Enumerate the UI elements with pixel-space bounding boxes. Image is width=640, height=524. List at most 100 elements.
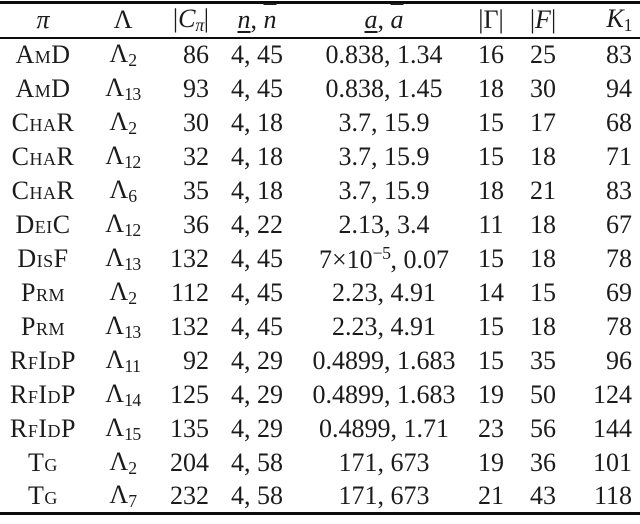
cell-a: 0.4899, 1.71: [319, 413, 449, 443]
cell-lambda: Λ2: [109, 39, 137, 70]
table-row: AmD Λ13 93 4, 45 0.838, 1.45 18 30 94: [0, 72, 640, 106]
bar-glyph: |: [550, 5, 557, 35]
cell-k1: 144: [593, 413, 632, 443]
cell-k1: 78: [606, 243, 632, 273]
separator: ,: [377, 5, 391, 35]
cell-a: 0.838, 1.34: [325, 40, 443, 69]
cell-n: 4, 45: [231, 243, 283, 273]
cell-lambda: Λ13: [105, 72, 141, 104]
cell-lambda: Λ2: [109, 446, 137, 478]
column-header-gamma: |Γ|: [466, 3, 516, 38]
cell-a: 2.13, 3.4: [338, 209, 430, 239]
cell-gamma: 18: [478, 73, 504, 103]
a-upper-symbol: a: [390, 5, 404, 35]
cell-f: 18: [530, 311, 556, 341]
cell-n: 4, 29: [231, 413, 283, 443]
cell-pi: Tg: [28, 447, 58, 477]
cell-a: 3.7, 15.9: [338, 175, 430, 205]
table-row: DisF Λ13 132 4, 45 7×10−5, 0.07 15 18 78: [0, 242, 640, 276]
cell-f: 18: [530, 243, 556, 273]
column-header-k1: K1: [570, 3, 640, 38]
cell-pi: Prm: [21, 277, 65, 307]
table-row: Tg Λ7 232 4, 58 171, 673 21 43 118: [0, 480, 640, 514]
cell-f: 36: [530, 447, 556, 477]
column-header-a: a, a: [302, 3, 466, 38]
cell-c-pi: 135: [170, 413, 209, 443]
cell-a: 0.838, 1.45: [325, 73, 443, 103]
cell-k1: 96: [606, 345, 632, 375]
script-f-symbol: F: [535, 5, 551, 35]
cell-n: 4, 29: [231, 345, 283, 375]
cell-c-pi: 36: [183, 209, 209, 239]
cell-n: 4, 18: [231, 141, 283, 171]
cell-a: 7×10−5, 0.07: [319, 242, 449, 274]
table-row: ChaR Λ2 30 4, 18 3.7, 15.9 15 17 68: [0, 106, 640, 140]
column-header-pi: π: [0, 3, 86, 38]
cell-f: 43: [530, 480, 556, 510]
table-row: RfIdP Λ15 135 4, 29 0.4899, 1.71 23 56 144: [0, 412, 640, 446]
cell-lambda: Λ7: [109, 479, 137, 511]
cell-pi: ChaR: [11, 107, 75, 137]
cell-n: 4, 45: [231, 311, 283, 341]
cell-a: 171, 673: [338, 480, 430, 510]
cell-n: 4, 45: [231, 40, 283, 69]
column-header-f: |F|: [516, 3, 570, 38]
table-row: DeiC Λ12 36 4, 22 2.13, 3.4 11 18 67: [0, 208, 640, 242]
cell-gamma: 21: [478, 480, 504, 510]
cell-f: 56: [530, 413, 556, 443]
cell-c-pi: 92: [183, 345, 209, 375]
cell-lambda: Λ13: [105, 242, 141, 274]
cell-a: 2.23, 4.91: [332, 311, 436, 341]
cell-gamma: 16: [478, 40, 504, 69]
n-upper-symbol: n: [263, 5, 277, 35]
pi-subscript: π: [195, 15, 204, 36]
bar-glyph: |: [203, 4, 209, 34]
lambda-symbol: Λ: [113, 5, 133, 35]
cell-gamma: 19: [478, 447, 504, 477]
cell-k1: 67: [606, 209, 632, 239]
cell-gamma: 15: [478, 311, 504, 341]
cell-pi: AmD: [15, 73, 71, 103]
cell-k1: 78: [606, 311, 632, 341]
cell-a: 2.23, 4.91: [332, 277, 436, 307]
cell-gamma: 23: [478, 413, 504, 443]
cell-lambda: Λ11: [105, 344, 141, 376]
cell-lambda: Λ14: [105, 378, 141, 410]
cell-gamma: 15: [478, 243, 504, 273]
cell-k1: 118: [593, 480, 632, 510]
cell-c-pi: 132: [170, 311, 209, 341]
cell-a: 171, 673: [338, 447, 430, 477]
cell-gamma: 15: [478, 107, 504, 137]
cell-c-pi: 32: [183, 141, 209, 171]
table-row: Tg Λ2 204 4, 58 171, 673 19 36 101: [0, 446, 640, 480]
cell-f: 17: [530, 107, 556, 137]
pi-symbol: π: [36, 5, 50, 35]
cell-c-pi: 125: [170, 379, 209, 409]
cell-f: 25: [530, 40, 556, 69]
cell-lambda: Λ6: [109, 174, 137, 206]
cell-pi: RfIdP: [10, 379, 76, 409]
cell-n: 4, 45: [231, 73, 283, 103]
cell-c-pi: 232: [170, 480, 209, 510]
n-lower-symbol: n: [237, 5, 251, 35]
cell-pi: Prm: [21, 311, 65, 341]
cell-n: 4, 58: [231, 480, 283, 510]
script-c-symbol: C: [178, 4, 196, 34]
cell-pi: ChaR: [11, 141, 75, 171]
cell-lambda: Λ13: [105, 310, 141, 342]
cell-lambda: Λ2: [109, 276, 137, 308]
cell-f: 18: [530, 209, 556, 239]
cell-c-pi: 204: [170, 447, 209, 477]
cell-f: 15: [530, 277, 556, 307]
cell-c-pi: 112: [170, 277, 209, 307]
k-subscript: 1: [623, 15, 633, 36]
table-row: Prm Λ2 112 4, 45 2.23, 4.91 14 15 69: [0, 276, 640, 310]
cell-f: 50: [530, 379, 556, 409]
cell-lambda: Λ15: [105, 412, 141, 444]
cell-a: 3.7, 15.9: [338, 141, 430, 171]
header-row: π Λ |Cπ| n, n a, a |Γ| |F|: [0, 3, 640, 38]
cell-gamma: 15: [478, 345, 504, 375]
cell-pi: Tg: [28, 480, 58, 510]
cell-c-pi: 86: [183, 40, 209, 69]
